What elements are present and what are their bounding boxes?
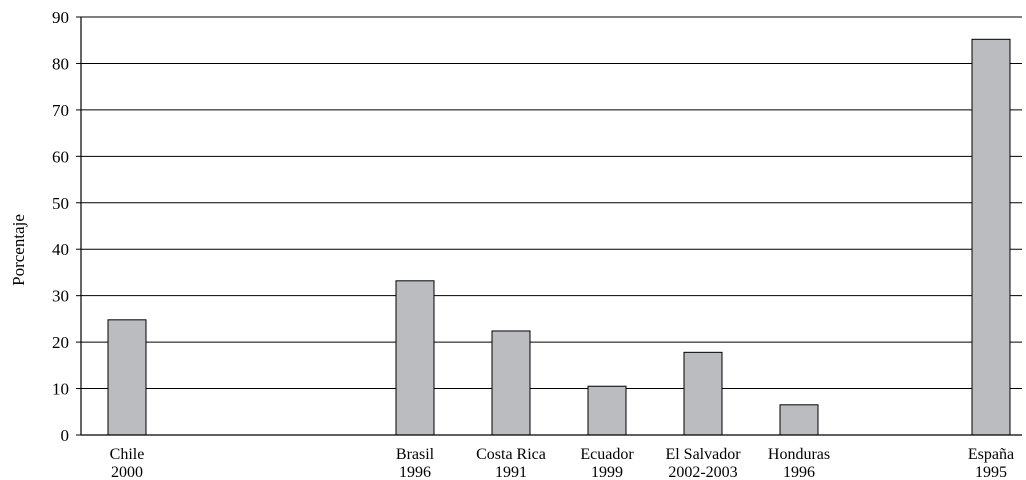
x-category-year: 1991 (495, 464, 527, 480)
y-tick-label: 20 (52, 333, 69, 352)
labels: 0102030405060708090Chile2000Brasil1996Co… (52, 8, 1014, 480)
bar-el-salvador (683, 351, 723, 436)
x-category-year: 2000 (111, 464, 143, 480)
x-category-label: Costa Rica (476, 446, 546, 463)
y-tick-label: 60 (52, 147, 69, 166)
y-tick-label: 50 (52, 194, 69, 213)
x-category-label: Brasil (396, 446, 435, 463)
x-category-year: 1996 (399, 464, 431, 480)
y-axis-title: Porcentaje (9, 214, 28, 286)
bar-espa-a (971, 38, 1011, 436)
x-category-label: Honduras (768, 446, 830, 463)
y-tick-label: 40 (52, 240, 69, 259)
bar-brasil (395, 280, 435, 436)
y-tick-label: 80 (52, 54, 69, 73)
y-tick-label: 0 (61, 426, 70, 445)
x-category-year: 1996 (783, 464, 815, 480)
bar-chile (107, 319, 147, 436)
x-category-label: Ecuador (580, 446, 634, 463)
y-tick-label: 70 (52, 101, 69, 120)
y-tick-label: 30 (52, 287, 69, 306)
gridlines (81, 16, 1022, 390)
bars (107, 38, 1011, 436)
bar-costa-rica (491, 330, 531, 436)
x-category-year: 1995 (975, 464, 1007, 480)
x-category-year: 1999 (591, 464, 623, 480)
y-tick-label: 10 (52, 380, 69, 399)
x-category-year: 2002-2003 (668, 464, 737, 480)
bar-honduras (779, 404, 819, 436)
x-category-label: El Salvador (665, 446, 741, 463)
axes (76, 16, 1022, 436)
x-category-label: Chile (110, 446, 145, 463)
x-category-label: España (968, 446, 1014, 463)
y-tick-label: 90 (52, 8, 69, 27)
bar-ecuador (587, 385, 627, 436)
